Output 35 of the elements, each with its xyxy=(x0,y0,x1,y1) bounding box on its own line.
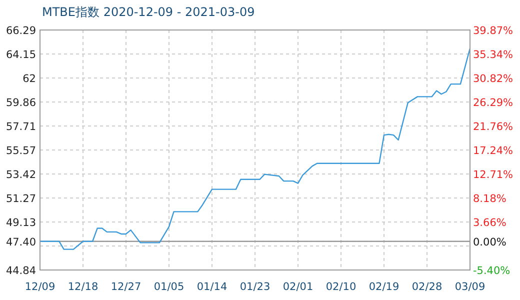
y2-tick-label: 35.34% xyxy=(473,49,514,62)
x-tick-label: 12/09 xyxy=(24,281,56,293)
y-tick-label: 64.15 xyxy=(6,49,36,61)
x-tick-label: 02/10 xyxy=(326,281,356,293)
y2-tick-label: 30.82% xyxy=(473,72,514,85)
y2-tick-label: 21.76% xyxy=(473,121,514,134)
y-tick-label: 53.42 xyxy=(6,169,36,181)
x-tick-label: 01/14 xyxy=(196,281,228,293)
x-tick-label: 01/23 xyxy=(240,281,270,293)
x-tick-label: 12/18 xyxy=(68,281,98,293)
x-tick-label: 12/27 xyxy=(110,281,142,293)
y2-tick-label: 3.66% xyxy=(473,216,506,229)
x-tick-label: 01/05 xyxy=(154,281,184,293)
y-tick-label: 49.13 xyxy=(6,217,36,229)
y-tick-label: 59.86 xyxy=(6,97,36,109)
y-tick-label: 55.57 xyxy=(6,145,36,157)
y2-tick-label: 12.71% xyxy=(473,168,514,181)
x-tick-label: 02/19 xyxy=(368,281,400,293)
x-tick-label: 02/01 xyxy=(282,281,314,293)
y-tick-label: 44.84 xyxy=(6,265,36,277)
y2-tick-label: 0.00% xyxy=(473,236,506,248)
y-tick-label: 62 xyxy=(22,73,36,85)
y-tick-label: 66.29 xyxy=(6,25,36,37)
y2-tick-label: 17.24% xyxy=(473,144,514,157)
y-tick-label: 47.40 xyxy=(6,236,36,248)
x-tick-label: 02/28 xyxy=(412,281,442,293)
line-series xyxy=(39,48,471,250)
x-tick-label: 03/09 xyxy=(454,281,486,293)
y2-tick-label: 26.29% xyxy=(473,96,514,109)
chart-title: MTBE指数 2020-12-09 - 2021-03-09 xyxy=(42,5,255,19)
y2-tick-label: 8.18% xyxy=(473,193,506,206)
y-tick-label: 51.27 xyxy=(6,193,36,205)
y2-tick-label: -5.40% xyxy=(473,265,510,277)
y-tick-label: 57.71 xyxy=(6,121,36,133)
y2-tick-label: 39.87% xyxy=(473,25,514,37)
